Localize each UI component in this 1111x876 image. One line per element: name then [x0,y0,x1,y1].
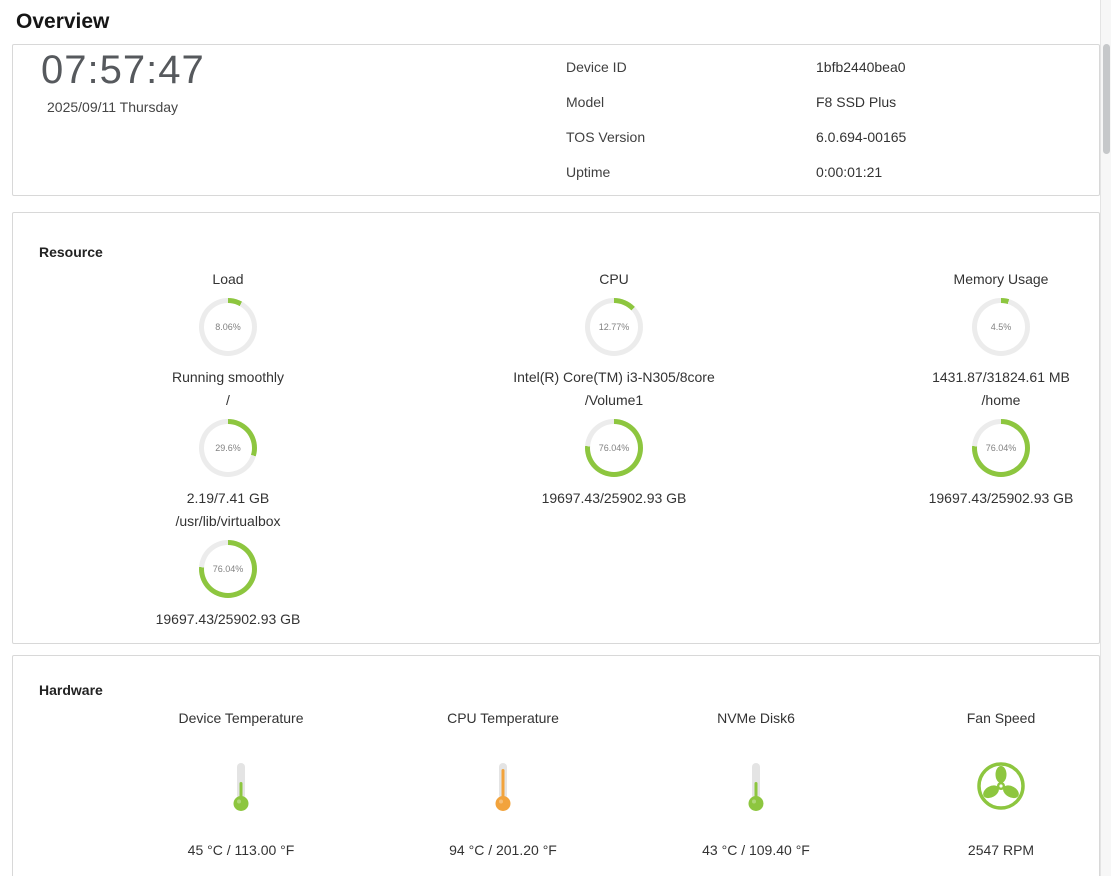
fan-speed-label: Fan Speed [966,710,1036,726]
gauge-cpu-ring: 12.77% [585,298,643,356]
model-value: F8 SSD Plus [816,94,897,110]
device-info-list: Device ID 1bfb2440bea0 Model F8 SSD Plus… [566,59,906,199]
uptime-label: Uptime [566,164,611,180]
gauge-load-title: Load [212,271,244,287]
gauge-volume1: /Volume1 76.04% 19697.43/25902.93 GB [484,390,744,511]
hardware-fan-speed: Fan Speed 2547 RPM [871,708,1111,858]
gauge-root-title: / [226,392,230,408]
gauge-memory-title: Memory Usage [953,271,1049,287]
uptime-row: Uptime 0:00:01:21 [566,164,906,184]
vertical-scrollbar-track[interactable] [1100,0,1111,876]
resource-column-2: CPU 12.77% Intel(R) Core(TM) i3-N305/8co… [484,269,744,511]
gauge-cpu-title: CPU [599,271,629,287]
gauge-root-volume: / 29.6% 2.19/7.41 GB [98,390,358,511]
hardware-nvme-disk6: NVMe Disk6 43 °C / 109.40 °F [626,708,886,858]
gauge-load: Load 8.06% Running smoothly [98,269,358,390]
resource-column-3: Memory Usage 4.5% 1431.87/31824.61 MB /h… [871,269,1111,511]
cpu-temperature-icon-wrap [490,760,516,812]
gauge-cpu-percent: 12.77% [590,303,638,351]
gauge-home-ring: 76.04% [972,419,1030,477]
thermometer-icon [748,763,764,811]
fan-speed-icon-wrap [975,760,1027,812]
cpu-temperature-value: 94 °C / 201.20 °F [449,842,557,858]
gauge-virtualbox-detail: 19697.43/25902.93 GB [155,611,301,627]
tos-version-row: TOS Version 6.0.694-00165 [566,129,906,149]
gauge-home-detail: 19697.43/25902.93 GB [928,490,1074,506]
device-temperature-label: Device Temperature [178,710,304,726]
gauge-virtualbox-ring: 76.04% [199,540,257,598]
gauge-load-ring: 8.06% [199,298,257,356]
gauge-root-percent: 29.6% [204,424,252,472]
hardware-device-temperature: Device Temperature 45 °C / 113.00 °F [111,708,371,858]
nvme-disk6-label: NVMe Disk6 [717,710,795,726]
gauge-virtualbox-volume: /usr/lib/virtualbox 76.04% 19697.43/2590… [98,511,358,632]
gauge-home-volume: /home 76.04% 19697.43/25902.93 GB [871,390,1111,511]
gauge-home-title: /home [981,392,1021,408]
resource-column-1: Load 8.06% Running smoothly / 29.6% 2.19… [98,269,358,632]
nvme-disk6-icon-wrap [743,760,769,812]
gauge-virtualbox-title: /usr/lib/virtualbox [175,513,281,529]
tos-version-value: 6.0.694-00165 [816,129,907,145]
fan-icon [977,762,1025,810]
gauge-root-ring: 29.6% [199,419,257,477]
gauge-volume1-detail: 19697.43/25902.93 GB [541,490,687,506]
fan-speed-value: 2547 RPM [967,842,1035,858]
page-title: Overview [16,10,110,33]
hardware-section-title: Hardware [39,682,103,698]
system-clock: 07:57:47 [41,48,205,92]
gauge-cpu: CPU 12.77% Intel(R) Core(TM) i3-N305/8co… [484,269,744,390]
gauge-virtualbox-percent: 76.04% [204,545,252,593]
gauge-memory: Memory Usage 4.5% 1431.87/31824.61 MB [871,269,1111,390]
resource-section-title: Resource [39,244,103,260]
model-label: Model [566,94,605,110]
gauge-volume1-ring: 76.04% [585,419,643,477]
hardware-card: Hardware Device Temperature 45 °C / 113.… [12,655,1100,876]
gauge-volume1-percent: 76.04% [590,424,638,472]
gauge-root-detail: 2.19/7.41 GB [186,490,270,506]
vertical-scrollbar-thumb[interactable] [1103,44,1110,154]
system-date: 2025/09/11 Thursday [47,99,179,115]
gauge-volume1-title: /Volume1 [584,392,644,408]
thermometer-icon [233,763,249,811]
gauge-cpu-detail: Intel(R) Core(TM) i3-N305/8core [513,369,715,385]
model-row: Model F8 SSD Plus [566,94,906,114]
gauge-load-detail: Running smoothly [171,369,285,385]
gauge-memory-ring: 4.5% [972,298,1030,356]
thermometer-icon [495,763,511,811]
gauge-load-percent: 8.06% [204,303,252,351]
gauge-memory-detail: 1431.87/31824.61 MB [932,369,1070,385]
tos-version-label: TOS Version [566,129,646,145]
gauge-memory-percent: 4.5% [977,303,1025,351]
hardware-cpu-temperature: CPU Temperature 94 °C / 201.20 °F [373,708,633,858]
device-id-row: Device ID 1bfb2440bea0 [566,59,906,79]
resource-card: Resource Load 8.06% Running smoothly / 2… [12,212,1100,644]
nvme-disk6-value: 43 °C / 109.40 °F [702,842,810,858]
gauge-home-percent: 76.04% [977,424,1025,472]
device-id-label: Device ID [566,59,627,75]
device-id-value: 1bfb2440bea0 [816,59,906,75]
device-temperature-value: 45 °C / 113.00 °F [187,842,295,858]
device-temperature-icon-wrap [228,760,254,812]
device-info-card: 07:57:47 2025/09/11 Thursday Device ID 1… [12,44,1100,196]
uptime-value: 0:00:01:21 [816,164,883,180]
cpu-temperature-label: CPU Temperature [447,710,559,726]
